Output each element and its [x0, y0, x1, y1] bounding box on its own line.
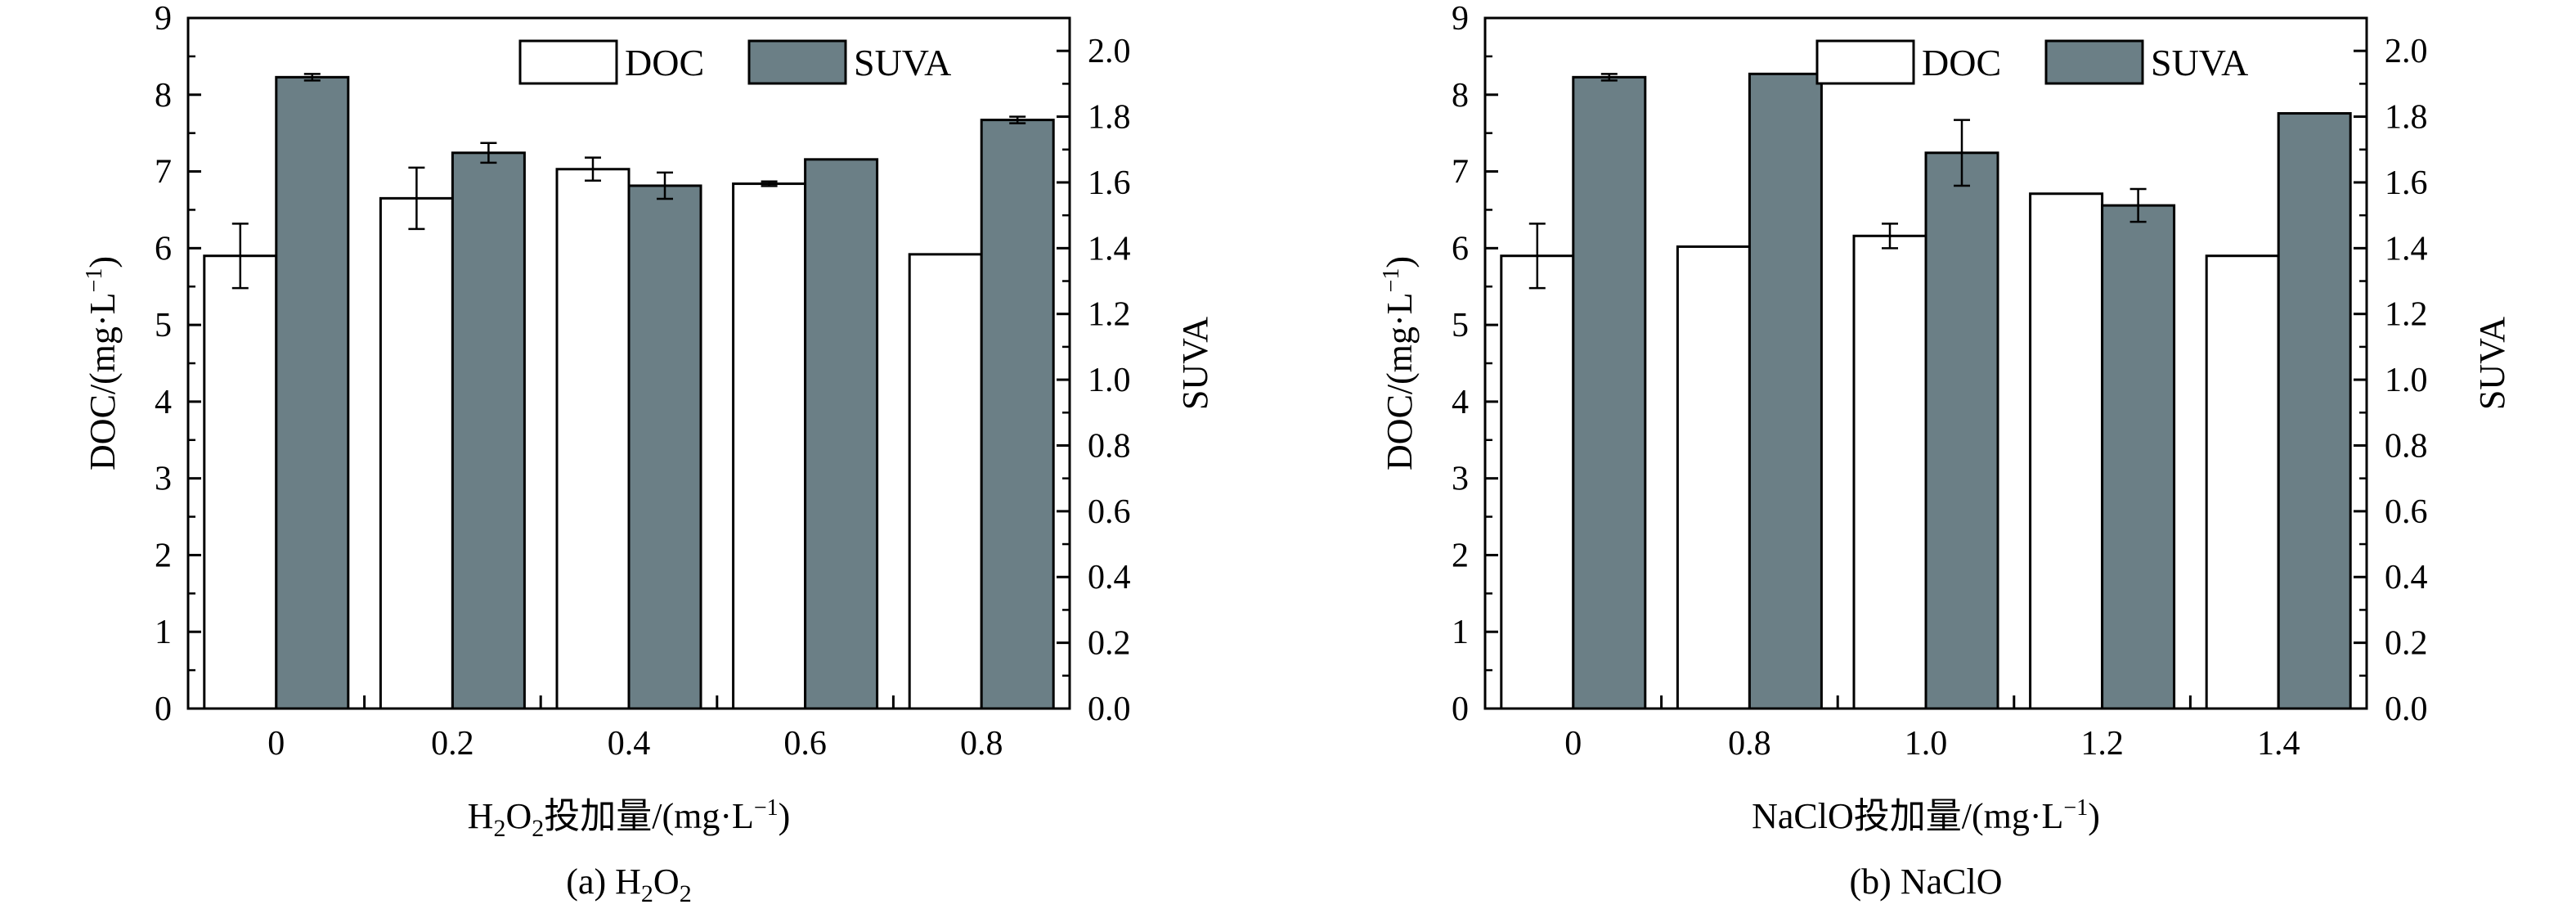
right-tick-label: 0.6	[2385, 493, 2428, 531]
legend-doc-swatch	[1815, 39, 1915, 85]
doc-bar	[1676, 245, 1751, 710]
left-tick-label: 7	[1452, 154, 1469, 191]
legend-doc-swatch	[518, 39, 618, 85]
left-tick-label: 2	[155, 537, 172, 574]
suva-bar	[1924, 151, 1999, 710]
right-tick-label: 2.0	[1088, 33, 1131, 70]
right-tick-label: 1.8	[1088, 99, 1131, 137]
right-tick-label: 0.4	[2385, 559, 2428, 596]
left-tick-label: 1	[1452, 614, 1469, 651]
right-tick-label: 1.4	[2385, 230, 2428, 268]
x-tick-label: 1.2	[2080, 725, 2124, 763]
suva-bar	[2277, 112, 2352, 710]
right-tick-label: 0.8	[1088, 427, 1131, 465]
left-tick-label: 0	[1452, 691, 1469, 728]
y-axis-title: DOC/(mg·L−1​)	[82, 256, 123, 470]
left-tick-label: 4	[1452, 384, 1469, 421]
left-tick-label: 1	[155, 614, 172, 651]
panel-caption: (a) H2​O2​	[566, 862, 691, 907]
left-tick-label: 3	[1452, 461, 1469, 498]
right-tick-label: 0.0	[2385, 691, 2428, 728]
legend-suva-swatch	[747, 39, 847, 85]
right-tick-label: 1.0	[2385, 362, 2428, 399]
doc-bar	[2029, 192, 2104, 710]
x-tick-label: 0.4	[608, 725, 651, 763]
legend-suva-label: SUVA	[2151, 42, 2248, 83]
left-tick-label: 2	[1452, 537, 1469, 574]
suva-bar	[1572, 75, 1647, 710]
suva-bar	[804, 158, 879, 710]
right-tick-label: 1.2	[2385, 296, 2428, 334]
left-tick-label: 3	[155, 461, 172, 498]
chart-panel-1: 0 1 2 3 4 5 6 7 8 9 0.0 0.2 0.4 0.6 0.8 1.0 1.2 1.4 1.6 1.8…	[1379, 0, 2512, 902]
x-tick-label: 0.8	[1728, 725, 1771, 763]
suva-bar	[451, 151, 526, 710]
x-tick-label: 0.8	[960, 725, 1003, 763]
left-tick-label: 8	[1452, 77, 1469, 115]
doc-bar	[2205, 254, 2280, 710]
x-axis-title: H2​O2​投加量/(mg·L−1​)	[468, 795, 791, 842]
left-tick-label: 5	[1452, 307, 1469, 344]
x-tick-label: 0.6	[783, 725, 827, 763]
right-tick-label: 1.4	[1088, 230, 1131, 268]
x-tick-label: 0	[1564, 725, 1582, 763]
x-tick-label: 0	[267, 725, 285, 763]
left-tick-label: 9	[1452, 0, 1469, 38]
suva-bar	[980, 119, 1055, 710]
x-axis-title: NaClO投加量/(mg·L−1​)	[1752, 795, 2100, 836]
legend-suva-label: SUVA	[854, 42, 951, 83]
doc-bar	[1852, 234, 1928, 710]
right-tick-label: 0.0	[1088, 691, 1131, 728]
doc-bar	[555, 168, 631, 710]
suva-bar	[1748, 72, 1823, 710]
x-tick-label: 0.2	[431, 725, 474, 763]
panel-caption: (b) NaClO	[1850, 862, 2003, 902]
y-axis-title: DOC/(mg·L−1​)	[1379, 256, 1420, 470]
y2-axis-title: SUVA	[1175, 317, 1215, 410]
right-tick-label: 0.4	[1088, 559, 1131, 596]
right-tick-label: 1.6	[2385, 164, 2428, 202]
x-tick-label: 1.4	[2257, 725, 2300, 763]
right-tick-label: 2.0	[2385, 33, 2428, 70]
right-tick-label: 1.6	[1088, 164, 1131, 202]
doc-bar	[908, 253, 983, 710]
left-tick-label: 6	[155, 230, 172, 268]
legend-suva-swatch	[2044, 39, 2144, 85]
right-tick-label: 1.0	[1088, 362, 1131, 399]
left-tick-label: 6	[1452, 230, 1469, 268]
right-tick-label: 1.2	[1088, 296, 1131, 334]
left-tick-label: 9	[155, 0, 172, 38]
left-tick-label: 7	[155, 154, 172, 191]
doc-bar	[732, 182, 807, 710]
doc-bar	[1500, 254, 1575, 710]
left-tick-label: 0	[155, 691, 172, 728]
suva-bar	[2101, 204, 2176, 710]
suva-bar	[627, 184, 702, 710]
legend-doc-label: DOC	[1922, 42, 2001, 83]
y2-axis-title: SUVA	[2472, 317, 2512, 410]
left-tick-label: 4	[155, 384, 172, 421]
left-tick-label: 5	[155, 307, 172, 344]
legend-doc-label: DOC	[625, 42, 704, 83]
suva-bar	[275, 75, 350, 710]
right-tick-label: 1.8	[2385, 99, 2428, 137]
right-tick-label: 0.2	[1088, 625, 1131, 663]
left-tick-label: 8	[155, 77, 172, 115]
doc-bar	[379, 196, 454, 710]
right-tick-label: 0.8	[2385, 427, 2428, 465]
right-tick-label: 0.6	[1088, 493, 1131, 531]
right-tick-label: 0.2	[2385, 625, 2428, 663]
chart-panel-0: 0 1 2 3 4 5 6 7 8 9 0.0 0.2 0.4 0.6 0.8 1.0 1.2 1.4 1.6 1.8…	[82, 0, 1215, 907]
doc-bar	[203, 254, 278, 710]
x-tick-label: 1.0	[1905, 725, 1948, 763]
